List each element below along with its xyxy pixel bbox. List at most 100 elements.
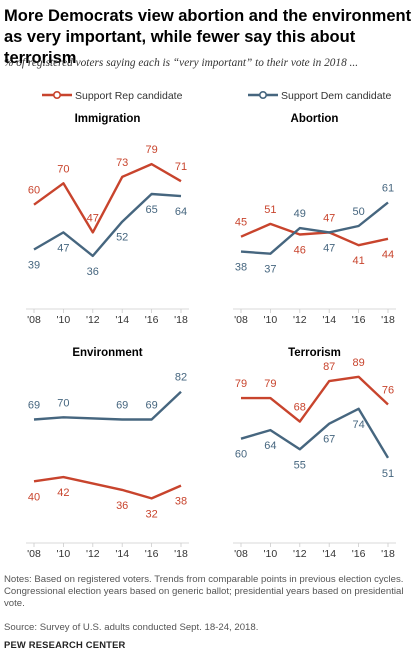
x-tick-label: '14: [322, 314, 336, 326]
x-tick-label: '16: [352, 548, 366, 560]
data-label: 64: [175, 206, 187, 218]
legend-label-dem: Support Dem candidate: [281, 90, 391, 102]
legend: Support Rep candidate Support Dem candida…: [42, 90, 391, 102]
legend-marker-dem: [258, 91, 267, 100]
brand-logo-text: PEW RESEARCH CENTER: [4, 639, 126, 650]
series-dem: 38 37 49 47 50 61: [235, 183, 394, 276]
data-label: 42: [57, 487, 69, 499]
data-label: 73: [116, 157, 128, 169]
x-tick-label: '16: [145, 548, 159, 560]
panel-title: Terrorism: [288, 347, 341, 359]
x-tick-label: '12: [293, 314, 307, 326]
panel-immigration: Immigration '08 '10 '12 '14 '16 '18 60 70 47 73 79 7…: [26, 113, 189, 326]
series-line: [240, 201, 389, 255]
x-tick-label: '12: [293, 548, 307, 560]
series-line: [33, 192, 182, 258]
panel-terrorism: Terrorism '08 '10 '12 '14 '16 '18 79 79 68 87 89 76 6…: [233, 347, 396, 560]
data-label: 41: [352, 255, 364, 267]
data-label: 74: [352, 419, 364, 431]
panel-environment: Environment '08 '10 '12 '14 '16 '18 40 42 36 32 38 6…: [26, 347, 189, 560]
x-tick-label: '14: [115, 548, 129, 560]
series-line: [33, 475, 182, 500]
data-label: 76: [382, 385, 394, 397]
series-line: [240, 222, 389, 247]
panel-abortion: Abortion'08'10'12'14'16'1845514647414438…: [233, 113, 396, 326]
data-label: 37: [264, 264, 276, 276]
series-dem: 39 47 36 52 65 64: [28, 192, 187, 278]
series-line: [33, 162, 182, 234]
x-tick-label: '14: [115, 314, 129, 326]
x-tick-label: '12: [86, 314, 100, 326]
data-label: 47: [87, 212, 99, 224]
data-label: 32: [145, 508, 157, 520]
data-label: 64: [264, 440, 276, 452]
data-label: 44: [382, 249, 394, 261]
series-rep: 40 42 36 32 38: [28, 475, 187, 520]
x-tick-label: '12: [86, 548, 100, 560]
x-tick-label: '10: [264, 314, 278, 326]
data-label: 79: [264, 378, 276, 390]
panel-title: Immigration: [75, 113, 141, 125]
x-tick-label: '16: [145, 314, 159, 326]
data-label: 36: [116, 500, 128, 512]
data-label: 47: [323, 212, 335, 224]
data-label: 68: [294, 402, 306, 414]
data-label: 70: [57, 397, 69, 409]
chart-source: Source: Survey of U.S. adults conducted …: [4, 622, 259, 633]
data-label: 79: [145, 144, 157, 156]
x-tick-label: '08: [234, 314, 248, 326]
data-label: 69: [145, 399, 157, 411]
data-label: 69: [28, 399, 40, 411]
series-rep: 60 70 47 73 79 71: [28, 144, 187, 234]
series-rep: 45 51 46 47 41 44: [235, 204, 394, 267]
data-label: 45: [235, 217, 247, 229]
panel-title: Abortion: [291, 113, 339, 125]
series-rep: 79 79 68 87 89 76: [235, 357, 394, 423]
data-label: 36: [87, 266, 99, 278]
x-tick-label: '08: [27, 548, 41, 560]
series-line: [241, 375, 389, 423]
x-tick-label: '18: [381, 548, 395, 560]
data-label: 60: [28, 185, 40, 197]
x-tick-label: '10: [264, 548, 278, 560]
data-label: 46: [294, 245, 306, 257]
x-tick-label: '18: [174, 314, 188, 326]
x-tick-label: '18: [174, 548, 188, 560]
series-dem: 69 70 69 69 82: [28, 372, 187, 421]
legend-item-dem: Support Dem candidate: [248, 90, 391, 102]
series-dem: 60 64 55 67 74 51: [235, 407, 394, 480]
chart-notes: Notes: Based on registered voters. Trend…: [4, 574, 414, 610]
data-label: 82: [175, 372, 187, 384]
data-label: 51: [382, 468, 394, 480]
x-tick-label: '08: [234, 548, 248, 560]
chart-subtitle: % of registered voters saying each is “v…: [4, 57, 359, 69]
data-label: 71: [175, 161, 187, 173]
data-label: 38: [175, 496, 187, 508]
x-tick-label: '10: [57, 314, 71, 326]
legend-item-rep: Support Rep candidate: [42, 90, 183, 102]
chart-canvas: Support Rep candidate Support Dem candida…: [26, 90, 396, 560]
data-label: 47: [57, 242, 69, 254]
data-label: 55: [294, 459, 306, 471]
data-label: 89: [352, 357, 364, 369]
data-label: 70: [57, 163, 69, 175]
legend-label-rep: Support Rep candidate: [75, 90, 183, 102]
data-label: 52: [116, 232, 128, 244]
data-label: 61: [382, 183, 394, 195]
panel-title: Environment: [72, 347, 142, 359]
data-label: 39: [28, 259, 40, 271]
chart-title: More Democrats view abortion and the env…: [4, 7, 412, 67]
x-tick-label: '10: [57, 548, 71, 560]
x-tick-label: '08: [27, 314, 41, 326]
data-label: 69: [116, 399, 128, 411]
data-label: 50: [352, 206, 364, 218]
note-line: Notes: Based on registered voters. Trend…: [4, 574, 404, 609]
x-tick-label: '16: [352, 314, 366, 326]
data-label: 87: [323, 361, 335, 373]
data-label: 67: [323, 434, 335, 446]
data-label: 51: [264, 204, 276, 216]
data-label: 79: [235, 378, 247, 390]
data-label: 65: [145, 204, 157, 216]
data-label: 47: [323, 242, 335, 254]
